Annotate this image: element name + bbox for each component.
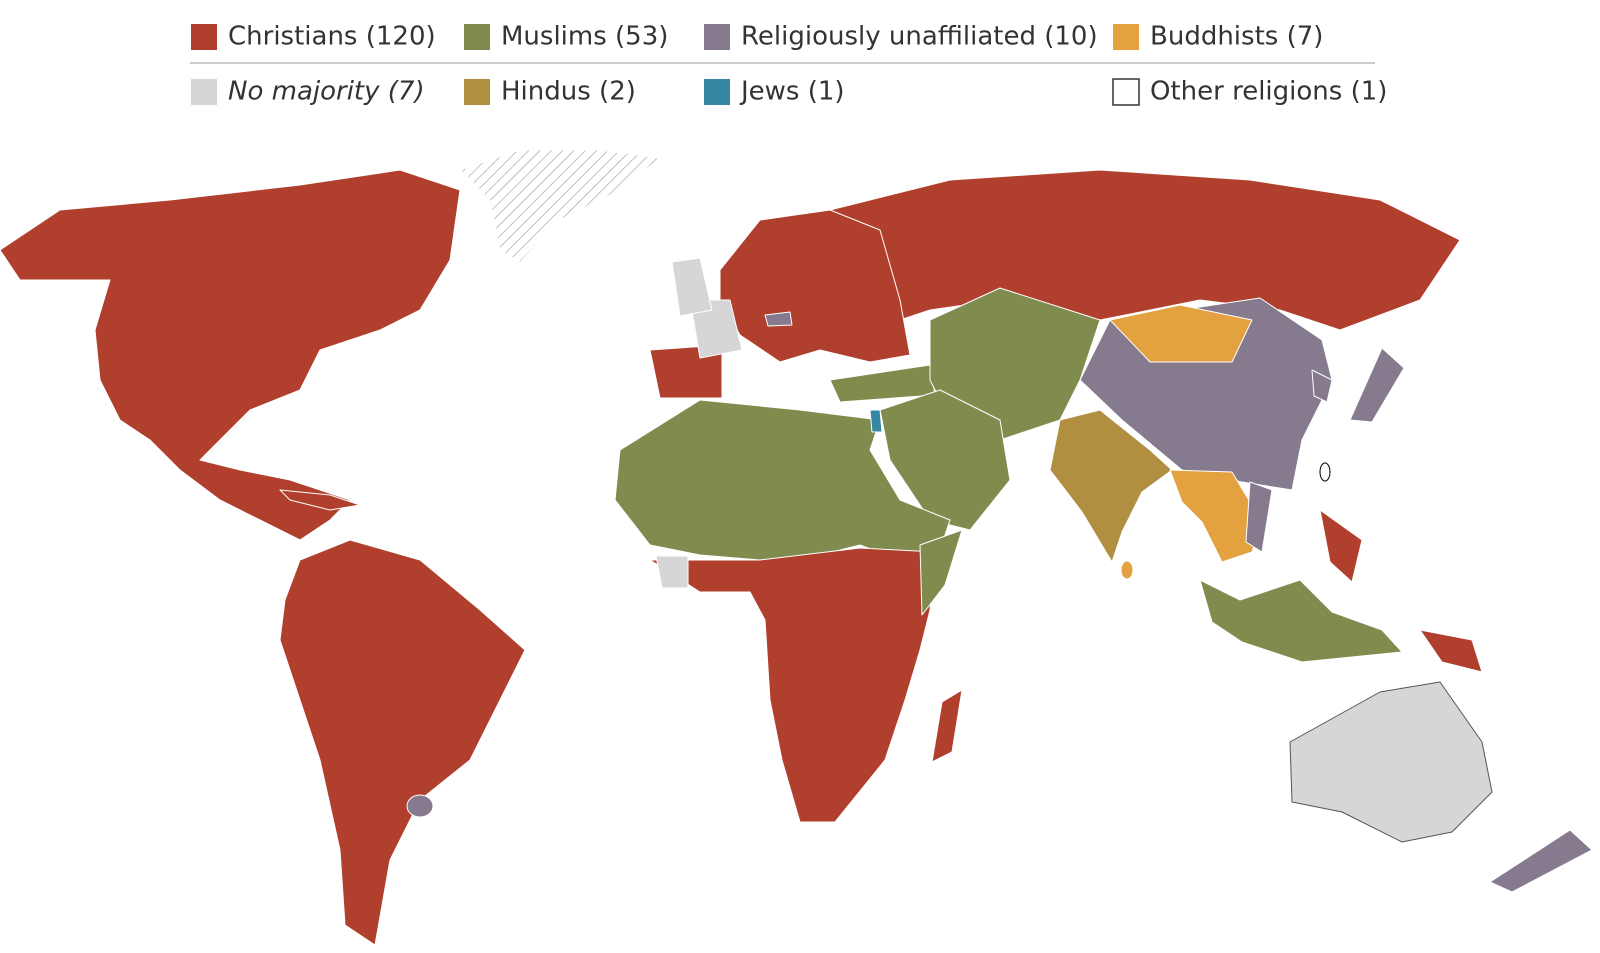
czechia <box>764 311 793 327</box>
southeast-asia <box>1169 469 1263 563</box>
new-zealand <box>1489 829 1593 893</box>
russia <box>829 169 1461 331</box>
papua-new-guinea <box>1419 629 1483 673</box>
middle-east <box>879 389 1011 531</box>
caribbean <box>279 489 361 511</box>
legend-swatch <box>464 79 490 105</box>
legend-swatch <box>1112 78 1140 106</box>
horn-of-africa <box>919 529 963 616</box>
korea <box>1311 369 1333 403</box>
legend-swatch <box>191 24 217 50</box>
taiwan <box>1319 462 1331 482</box>
legend-label: Muslims (53) <box>501 22 668 52</box>
legend: Christians (120) Muslims (53) Religiously … <box>191 22 1387 107</box>
united-kingdom <box>671 257 713 317</box>
legend-swatch <box>191 79 217 105</box>
sub-saharan-africa <box>649 547 936 823</box>
south-america <box>279 539 526 946</box>
legend-swatch <box>704 79 730 105</box>
madagascar <box>931 689 963 763</box>
sri-lanka <box>1120 560 1134 580</box>
legend-label: Jews (1) <box>739 77 845 107</box>
legend-label: Buddhists (7) <box>1150 22 1323 52</box>
philippines <box>1319 509 1363 583</box>
india <box>1049 409 1173 563</box>
uruguay <box>406 794 434 818</box>
legend-label: Christians (120) <box>228 22 436 52</box>
israel <box>869 409 883 433</box>
legend-swatch <box>464 24 490 50</box>
ivory-coast <box>655 555 689 589</box>
legend-swatch <box>1113 24 1139 50</box>
legend-label: Religiously unaffiliated (10) <box>741 22 1098 52</box>
legend-label: Hindus (2) <box>501 77 636 107</box>
australia <box>1289 681 1493 843</box>
japan <box>1349 347 1405 423</box>
legend-swatch <box>704 24 730 50</box>
vietnam <box>1245 481 1273 553</box>
legend-label: No majority (7) <box>228 77 425 107</box>
france <box>689 299 743 359</box>
legend-label: Other religions (1) <box>1150 77 1387 107</box>
map-regions <box>0 149 1593 946</box>
greenland <box>459 149 661 263</box>
north-america <box>0 169 461 541</box>
indonesia-malaysia <box>1199 579 1403 663</box>
mongolia <box>1109 304 1253 363</box>
